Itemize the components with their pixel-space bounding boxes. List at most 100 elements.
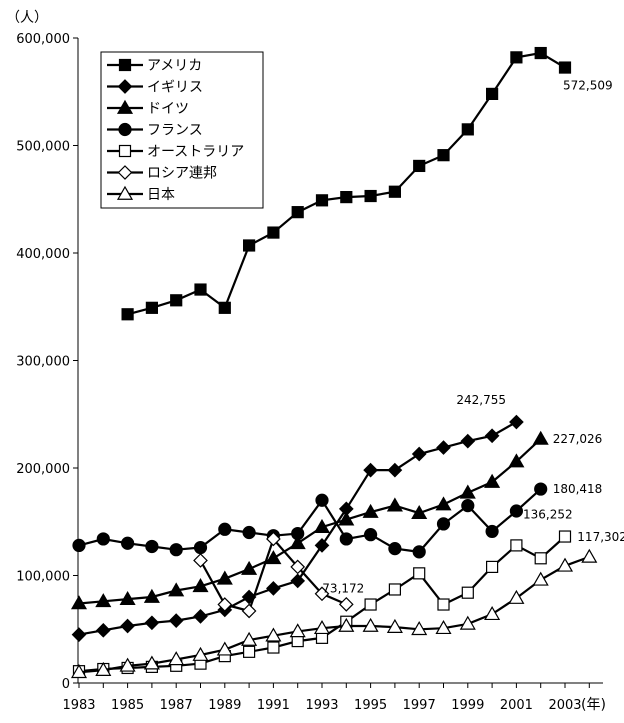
data-point [120,536,135,550]
series-4 [72,482,548,559]
data-point [435,619,452,635]
legend-item: オーストラリア [107,144,244,160]
legend-label: オーストラリア [147,144,244,160]
x-tick-label: 1995 [354,698,387,713]
data-point [192,646,209,661]
y-tick-label: 500,000 [16,140,70,155]
x-tick-label: 2003 [548,698,581,713]
chart-axes: 0 100,000 200,000 300,000 400,000 500,000 600,… [16,32,603,713]
data-point [364,598,377,611]
legend-marker [118,58,132,72]
data-label: 180,418 [553,482,603,496]
data-point [169,543,183,557]
data-point [413,567,426,580]
data-point [532,571,549,586]
data-point [413,159,426,173]
y-tick-label: 0 [62,677,70,692]
data-point [388,542,402,556]
data-point [411,446,427,462]
legend-item: イギリス [107,79,203,96]
data-point [121,308,134,321]
data-point [143,655,160,670]
data-point [291,526,305,541]
legend-label: アメリカ [147,58,202,74]
x-tick-label: 1985 [111,698,144,713]
data-point [314,538,330,553]
data-point [70,595,88,610]
data-point [144,615,160,631]
series-layer [70,46,598,679]
data-point [508,453,525,468]
data-point [460,433,476,449]
legend-label: フランス [147,123,203,139]
data-point [411,621,428,636]
data-point [216,570,233,585]
legend-marker [118,122,132,137]
data-point [243,239,256,252]
legend-marker [117,79,133,94]
data-point [484,605,501,621]
x-tick-label: 2001 [500,698,533,713]
data-point [170,294,183,307]
data-point [412,545,426,559]
data-point [461,499,475,513]
data-point [313,619,331,635]
data-point [71,627,87,642]
data-point [363,462,378,478]
data-point [388,583,401,596]
data-point [289,623,306,638]
data-point [265,550,282,565]
data-point [340,191,353,204]
data-point [267,226,280,239]
data-point [315,493,329,507]
data-point [145,539,159,554]
x-tick-label: 1983 [62,698,95,713]
data-point [534,46,547,60]
data-point [96,532,110,546]
y-tick-label: 300,000 [16,355,70,370]
legend-label: ドイツ [147,101,189,117]
legend-item: アメリカ [107,58,202,74]
data-point [291,206,304,219]
legend-item: フランス [107,123,203,139]
x-tick-label: 1991 [257,698,290,713]
data-point [484,473,501,488]
data-point [461,586,474,599]
y-tick-label: 200,000 [16,462,70,477]
series-5 [72,530,572,678]
x-axis-unit-label: (年) [581,697,606,713]
data-label: 73,172 [322,581,364,595]
legend-marker [117,165,133,180]
data-point [193,553,208,568]
data-point [558,530,572,543]
data-point [315,194,329,207]
series-line [78,535,566,673]
series-line [78,555,590,674]
data-point [218,301,231,314]
series-3 [70,430,549,610]
data-point [510,51,523,64]
data-point [388,185,401,198]
data-point [192,578,209,593]
data-point [338,617,355,632]
data-point [314,586,330,602]
data-label: 117,302 [577,530,624,544]
legend-item: 日本 [107,185,175,203]
legend-label: イギリス [147,80,203,96]
data-point [290,573,306,589]
series-1 [121,46,572,321]
x-tick-label: 1993 [305,698,338,713]
data-point [437,598,450,611]
data-point [119,657,136,672]
data-point [364,528,378,542]
data-point [267,641,280,654]
data-point [70,664,88,679]
data-point [338,596,354,612]
data-point [459,615,476,630]
data-point [486,560,499,574]
data-label: 227,026 [553,432,603,446]
data-point [313,518,331,533]
data-point [534,482,548,496]
data-point [510,539,523,552]
